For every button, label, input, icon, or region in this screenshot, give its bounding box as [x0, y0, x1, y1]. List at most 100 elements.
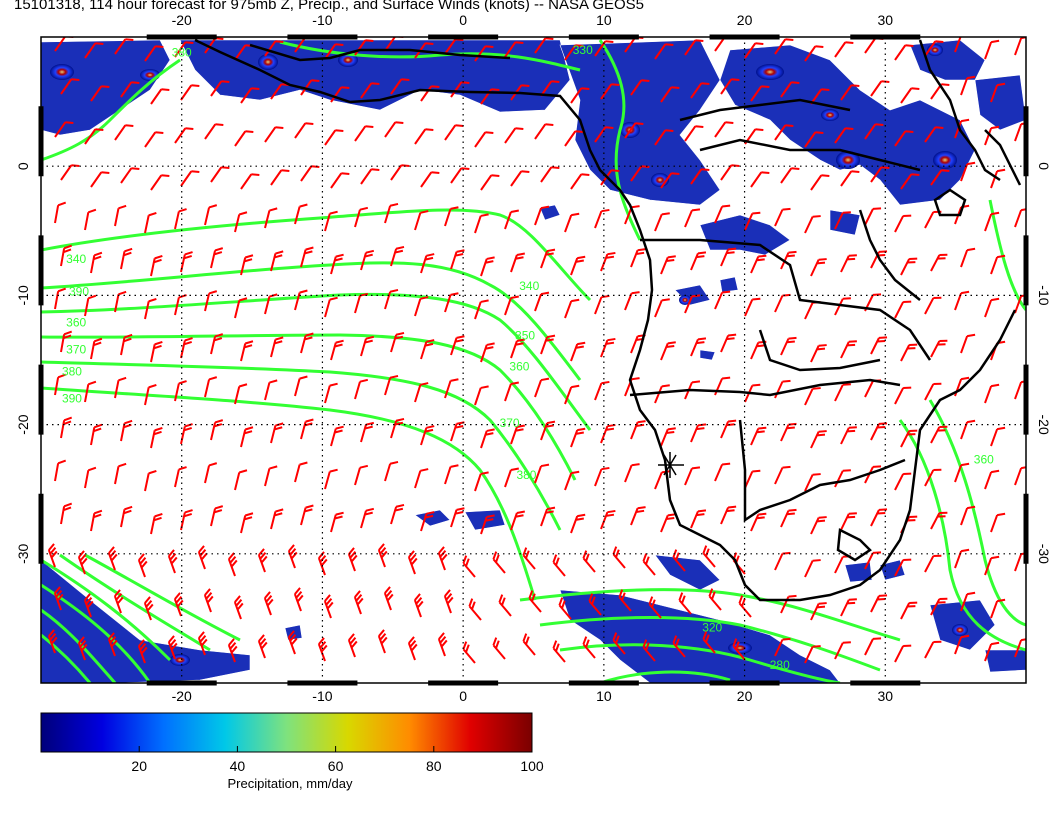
wind-barb: [294, 203, 308, 225]
wind-barb: [960, 161, 976, 182]
wind-barb: [384, 374, 399, 396]
wind-barb: [240, 340, 254, 362]
wind-barb: [780, 81, 800, 98]
wind-barb: [702, 631, 716, 654]
wind-barb: [84, 42, 104, 59]
wind-barb: [504, 467, 519, 488]
wind-barb: [354, 378, 369, 400]
wind-barb: [1014, 207, 1026, 228]
wind-barb: [930, 511, 948, 530]
lon-tick-label-bottom: 20: [737, 688, 753, 704]
wind-barb: [600, 337, 616, 358]
contour-label: 360: [974, 452, 994, 466]
wind-barb: [702, 545, 716, 568]
wind-barb: [624, 205, 640, 225]
wind-barb: [264, 40, 284, 57]
wind-barb: [474, 213, 489, 234]
wind-barb: [144, 45, 164, 62]
wind-barb: [480, 428, 495, 449]
wind-barb: [120, 247, 133, 270]
wind-barb: [270, 422, 284, 444]
wind-barb: [990, 82, 1006, 103]
wind-barb: [504, 41, 524, 58]
wind-barb: [720, 505, 737, 525]
wind-barb: [60, 330, 73, 353]
wind-barb: [144, 469, 157, 492]
wind-barb: [708, 588, 722, 611]
wind-barb: [564, 470, 580, 491]
wind-barb: [774, 38, 794, 55]
wind-barb: [570, 87, 590, 104]
wind-barb: [233, 595, 244, 620]
wind-barb: [114, 204, 127, 227]
wind-barb: [420, 339, 435, 360]
wind-barb: [107, 632, 118, 657]
wind-barb: [642, 639, 656, 662]
wind-barb: [330, 253, 344, 275]
wind-barb: [660, 172, 680, 189]
wind-barb: [960, 333, 976, 354]
wind-barb: [54, 459, 67, 482]
wind-barb: [984, 211, 1000, 232]
wind-barb: [504, 209, 519, 230]
wind-barb: [744, 297, 761, 317]
wind-barb: [624, 463, 640, 483]
wind-barb: [630, 165, 650, 182]
contour-label: 330: [573, 43, 593, 57]
wind-barb: [804, 559, 821, 578]
wind-barb: [864, 637, 882, 656]
wind-barb: [150, 340, 163, 363]
wind-barb: [660, 86, 680, 103]
wind-barb: [930, 425, 948, 444]
wind-barb: [984, 469, 1000, 490]
wind-barb: [960, 591, 976, 612]
wind-barb: [540, 506, 556, 527]
wind-barb: [870, 336, 888, 355]
wind-barb: [774, 637, 791, 657]
wind-barb: [480, 342, 495, 363]
wind-barb: [588, 593, 602, 616]
wind-barb: [900, 601, 918, 620]
wind-barb: [54, 37, 74, 52]
contour-label: 370: [66, 343, 86, 357]
wind-barb: [744, 211, 761, 231]
wind-barb: [450, 249, 465, 270]
wind-barb: [660, 255, 676, 275]
wind-barb: [144, 131, 164, 148]
wind-barb: [840, 512, 857, 531]
wind-barb: [660, 341, 676, 361]
wind-barb: [624, 122, 644, 139]
wind-barb: [864, 551, 882, 570]
wind-barb: [618, 589, 632, 612]
wind-barb: [317, 637, 328, 662]
wind-barb: [287, 630, 298, 655]
wind-barb: [54, 121, 74, 138]
precipitation-field: [41, 39, 1026, 683]
wind-barb: [720, 333, 737, 353]
wind-barb: [690, 251, 707, 271]
wind-barb: [750, 426, 767, 446]
wind-barb: [324, 43, 344, 60]
wind-barb: [924, 554, 942, 573]
wind-barb: [384, 37, 404, 52]
wind-barb: [570, 341, 586, 362]
wind-barb: [642, 553, 656, 576]
wind-barb: [90, 171, 110, 188]
wind-barb: [60, 502, 73, 525]
wind-barb: [804, 215, 821, 234]
wind-barb: [84, 128, 104, 145]
wind-barb: [534, 463, 550, 484]
wind-barb: [390, 78, 410, 95]
graticule: [41, 37, 1026, 683]
lon-tick-label-top: 10: [596, 12, 612, 28]
wind-barb: [330, 172, 350, 189]
wind-barb: [984, 555, 1000, 576]
wind-barb: [444, 464, 459, 485]
lat-tick-label-left: -30: [15, 543, 31, 563]
wind-barb: [414, 468, 429, 489]
wind-barb: [510, 424, 525, 445]
wind-barb: [594, 380, 610, 401]
wind-barb: [582, 550, 596, 573]
contour-label: 390: [62, 392, 82, 406]
wind-barb: [684, 125, 704, 142]
